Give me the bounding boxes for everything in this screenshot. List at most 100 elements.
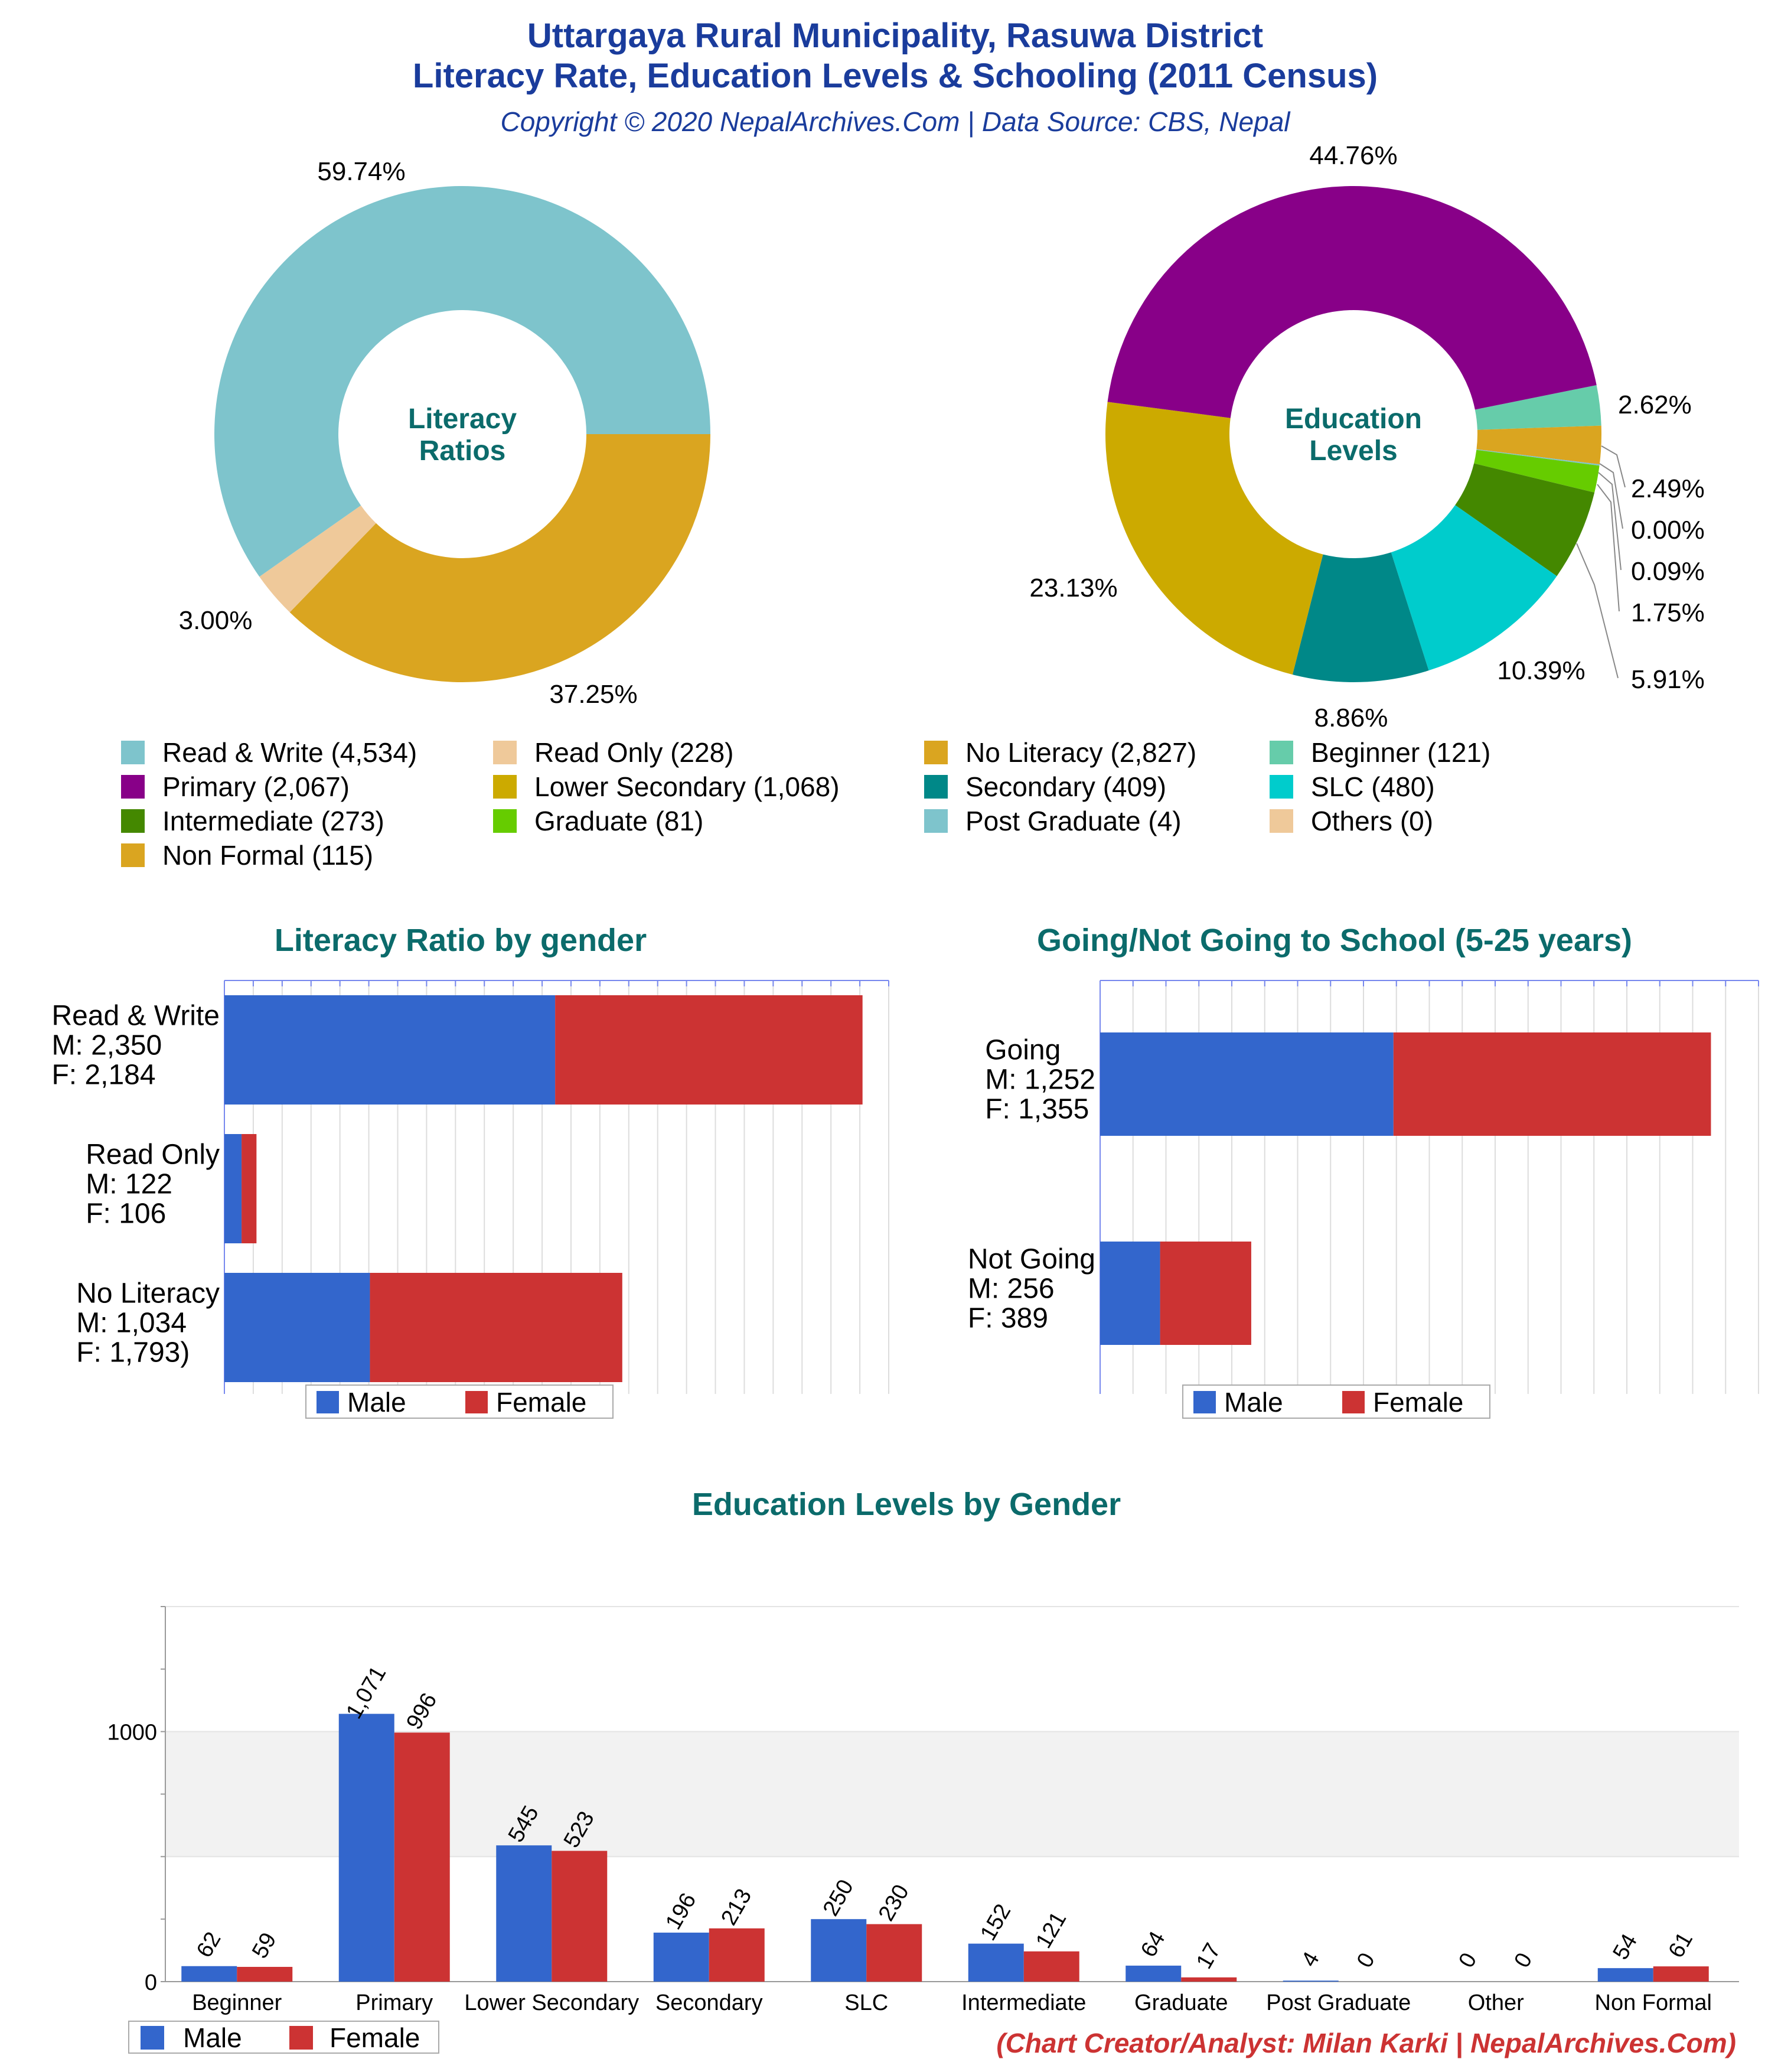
legend-label: Intermediate (273) [162, 806, 384, 836]
female-count-label: F: 106 [86, 1198, 166, 1230]
value-label-female: 996 [402, 1689, 442, 1734]
male-count-label: M: 2,350 [51, 1030, 162, 1061]
legend-swatch [493, 809, 517, 833]
slice-no-literacy [289, 434, 711, 682]
slice-percent-label: 59.74% [317, 157, 405, 186]
bar-male [968, 1943, 1024, 1982]
bar-female [1023, 1951, 1079, 1982]
leader-line [1599, 463, 1623, 529]
legend-box [128, 2021, 439, 2054]
school-going-title: Going/Not Going to School (5-25 years) [1037, 923, 1632, 958]
slice-secondary [1292, 552, 1429, 682]
female-count-label: F: 1,355 [985, 1094, 1089, 1125]
slice-percent-label: 23.13% [1029, 574, 1117, 602]
legend-box [305, 1384, 614, 1419]
leader-line [1598, 472, 1622, 571]
slice-percent-label: 5.91% [1631, 665, 1705, 694]
value-label-male: 62 [192, 1928, 226, 1962]
category-tick-label: Secondary [655, 1990, 763, 2015]
legend-swatch-female [1342, 1391, 1365, 1413]
slice-primary [1107, 186, 1597, 418]
education-gender-title: Education Levels by Gender [692, 1487, 1121, 1522]
legend-male-label: Male [1224, 1387, 1283, 1418]
slice-percent-label: 37.25% [549, 680, 637, 709]
slice-percent-label: 10.39% [1497, 656, 1585, 685]
category-label: Read & Write [51, 1001, 220, 1032]
legend-male-label: Male [347, 1387, 406, 1418]
leader-line [1601, 445, 1626, 488]
title-line1: Uttargaya Rural Municipality, Rasuwa Dis… [527, 17, 1263, 55]
value-label-female: 0 [1352, 1949, 1380, 1972]
legend-box [1182, 1384, 1490, 1419]
slice-lower-secondary [1105, 402, 1323, 675]
legend-swatch [924, 741, 948, 764]
value-label-male: 0 [1454, 1949, 1482, 1972]
donut-center-title: Literacy [408, 403, 517, 435]
legend-swatch [1270, 741, 1293, 764]
value-label-male: 64 [1136, 1927, 1170, 1962]
male-count-label: M: 1,252 [985, 1064, 1095, 1096]
legend-swatch-male [1193, 1391, 1216, 1413]
legend-swatch [493, 741, 517, 764]
legend-label: Beginner (121) [1311, 737, 1490, 768]
slice-percent-label: 3.00% [179, 606, 253, 635]
legend-male-label: Male [183, 2022, 242, 2053]
value-label-male: 152 [976, 1900, 1016, 1945]
y-tick-label: 1000 [107, 1721, 157, 1745]
value-label-male: 196 [661, 1889, 701, 1934]
category-tick-label: Primary [355, 1990, 433, 2015]
bar-male [1100, 1242, 1160, 1345]
slice-slc [1391, 505, 1557, 671]
bar-male [224, 995, 556, 1105]
value-label-female: 121 [1031, 1908, 1071, 1953]
category-tick-label: Intermediate [961, 1990, 1086, 2015]
bar-male [811, 1919, 867, 1982]
legend-label: Lower Secondary (1,068) [534, 771, 840, 802]
legend-swatch [121, 741, 145, 764]
bar-male [181, 1966, 237, 1982]
title-line2: Literacy Rate, Education Levels & School… [413, 57, 1378, 95]
legend-female-label: Female [496, 1387, 586, 1418]
slice-beginner [1474, 385, 1601, 430]
value-label-male: 250 [818, 1875, 859, 1920]
literacy-gender-title: Literacy Ratio by gender [275, 923, 647, 958]
bar-male [496, 1845, 552, 1982]
legend-swatch [121, 775, 145, 799]
leader-line [1597, 484, 1620, 612]
category-tick-label: SLC [844, 1990, 888, 2015]
bar-female [866, 1924, 922, 1982]
donut-center-title: Ratios [419, 435, 506, 467]
bar-female [1160, 1242, 1251, 1345]
legend-swatch [924, 775, 948, 799]
legend-swatch-male [317, 1391, 339, 1413]
bar-male [224, 1134, 242, 1243]
legend-label: Post Graduate (4) [965, 806, 1182, 836]
category-label: Going [985, 1035, 1061, 1066]
male-count-label: M: 256 [968, 1273, 1055, 1305]
category-tick-label: Other [1468, 1990, 1524, 2015]
value-label-female: 17 [1192, 1939, 1226, 1973]
male-count-label: M: 1,034 [76, 1308, 187, 1339]
value-label-female: 61 [1664, 1928, 1698, 1962]
copyright-note: Copyright © 2020 NepalArchives.Com | Dat… [500, 106, 1291, 137]
value-label-female: 213 [716, 1885, 756, 1930]
category-label: No Literacy [76, 1278, 220, 1309]
legend-female-label: Female [330, 2022, 420, 2053]
legend-label: SLC (480) [1311, 771, 1435, 802]
slice-read-only [259, 505, 376, 613]
male-count-label: M: 122 [86, 1169, 172, 1200]
value-label-male: 4 [1297, 1948, 1325, 1971]
bar-male [1597, 1968, 1653, 1982]
legend-swatch-male [141, 2026, 164, 2050]
bar-male [1283, 1980, 1339, 1982]
legend-swatch [1270, 809, 1293, 833]
slice-percent-label: 0.09% [1631, 557, 1705, 586]
bar-male [1100, 1032, 1394, 1136]
main-legend: Read & Write (4,534) Read Only (228) No Li… [121, 737, 1490, 871]
